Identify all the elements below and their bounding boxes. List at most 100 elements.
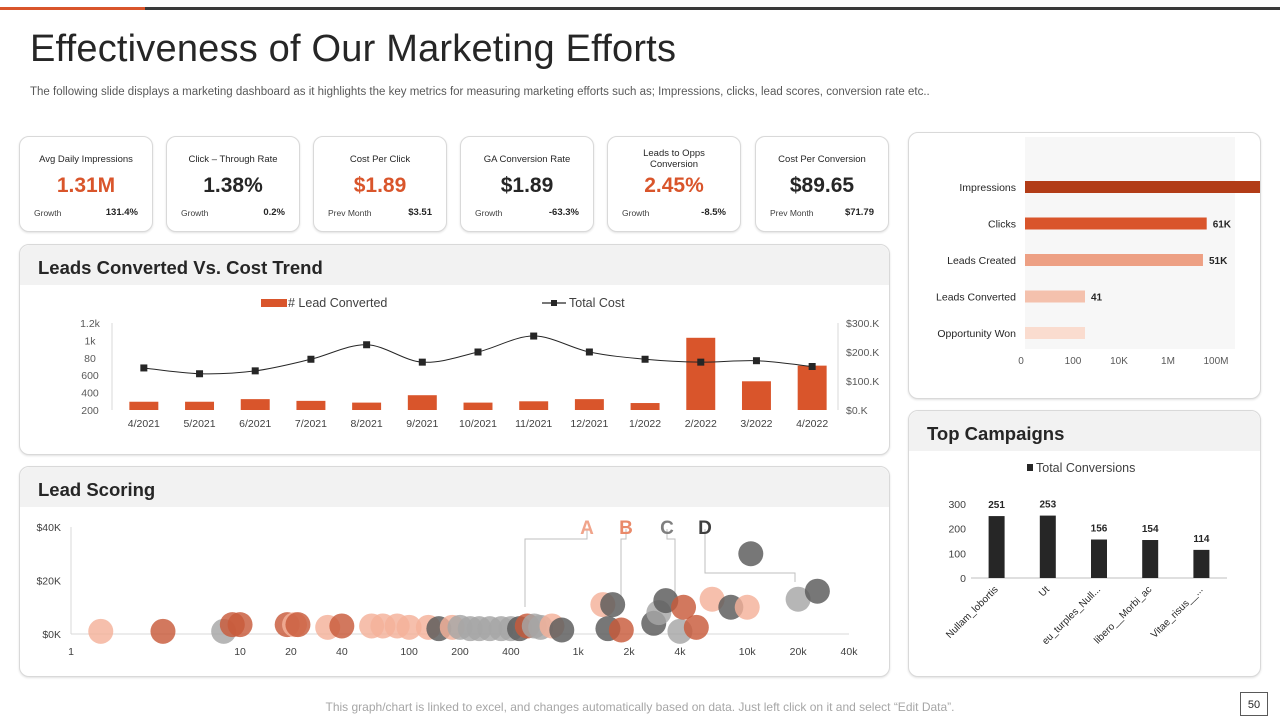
top-campaigns-panel: Top Campaigns Total Conversions 0 100 200 30… xyxy=(908,410,1261,677)
y-tick-label: 100 xyxy=(948,548,966,560)
scatter-x-tick-label: 10k xyxy=(739,646,757,658)
kpi-card-avg-daily-impressions[interactable]: Avg Daily Impressions 1.31M Growth 131.4… xyxy=(19,136,153,232)
funnel-x-tick-label: 10K xyxy=(1110,356,1128,367)
kpi-card-cost-per-conversion[interactable]: Cost Per Conversion $89.65 Prev Month $7… xyxy=(755,136,889,232)
kpi-sub-value: $3.51 xyxy=(408,207,432,218)
x-tick-label: 9/2021 xyxy=(406,418,438,430)
scatter-x-tick-label: 10 xyxy=(234,646,246,658)
scatter-x-tick-label: 2k xyxy=(624,646,636,658)
scatter-y-tick-label: $40K xyxy=(36,522,61,534)
scatter-x-tick-label: 1 xyxy=(68,646,74,658)
y-left-tick-label: 1.2k xyxy=(80,318,101,330)
kpi-label: GA Conversion Rate xyxy=(483,153,571,165)
marker-total-cost xyxy=(196,370,204,378)
plot-area-background xyxy=(1025,137,1235,349)
panel-title: Leads Converted Vs. Cost Trend xyxy=(38,257,323,278)
bar-lead-converted xyxy=(240,399,270,410)
legend-label-total-conversions: Total Conversions xyxy=(1036,461,1135,475)
scatter-point xyxy=(549,617,575,643)
kpi-card-ga-conversion-rate[interactable]: GA Conversion Rate $1.89 Growth -63.3% xyxy=(460,136,594,232)
funnel-bar xyxy=(1025,290,1085,303)
funnel-bar xyxy=(1025,217,1207,230)
kpi-sub-label: Growth xyxy=(181,208,209,218)
slide-subtitle: The following slide displays a marketing… xyxy=(30,86,930,98)
kpi-value: 1.38% xyxy=(203,174,263,197)
campaign-value-label: 156 xyxy=(1091,524,1108,535)
scatter-point xyxy=(285,612,311,638)
bar-lead-converted xyxy=(686,337,716,410)
panel-header: Leads Converted Vs. Cost Trend xyxy=(20,245,889,285)
legend-label-lead-converted: # Lead Converted xyxy=(288,296,387,310)
lead-scoring-chart: $0K $20K $40K 1 10 20 40 100 200 400 1k 2k 4k 10k 20k 4… xyxy=(36,518,858,658)
bar-lead-converted xyxy=(574,399,604,410)
scatter-point xyxy=(738,541,764,567)
campaign-bar xyxy=(1193,549,1210,578)
slide-title: Effectiveness of Our Marketing Efforts xyxy=(30,28,677,70)
campaign-category-label: Nullam_lobortis xyxy=(944,584,1001,641)
panel-header: Lead Scoring xyxy=(20,467,889,507)
y-right-tick-label: $300.K xyxy=(846,318,879,330)
kpi-card-click-through-rate[interactable]: Click – Through Rate 1.38% Growth 0.2% xyxy=(166,136,300,232)
y-tick-label: 0 xyxy=(960,573,966,585)
legend-swatch-lead-converted xyxy=(261,299,287,307)
channel-funnel-panel: Impressions39.1MClicks61KLeads Created51… xyxy=(908,132,1261,399)
kpi-sub-value: $71.79 xyxy=(844,207,874,218)
funnel-value-label: 51K xyxy=(1209,256,1228,267)
funnel-category-label: Leads Created xyxy=(947,255,1016,267)
legend-swatch-total-conversions xyxy=(1027,464,1033,471)
marker-total-cost xyxy=(530,332,538,340)
campaign-category-label: libero__Morbi_ac xyxy=(1092,584,1154,646)
x-tick-label: 5/2021 xyxy=(183,418,215,430)
scatter-point xyxy=(671,594,697,620)
campaign-category-label: Ut xyxy=(1037,584,1052,599)
x-tick-label: 11/2021 xyxy=(515,418,552,430)
funnel-x-tick-label: 100 xyxy=(1065,356,1082,367)
scatter-point xyxy=(88,618,114,644)
scatter-point xyxy=(699,586,725,612)
bar-lead-converted xyxy=(797,365,827,410)
kpi-sub-value: 0.2% xyxy=(263,207,285,218)
kpi-value: $1.89 xyxy=(353,174,407,197)
y-right-tick-label: $100.K xyxy=(846,376,879,388)
marker-total-cost xyxy=(140,364,148,372)
kpi-label: Click – Through Rate xyxy=(188,153,278,165)
campaign-value-label: 253 xyxy=(1039,500,1056,511)
kpi-card-leads-to-opps[interactable]: Leads to Opps Conversion 2.45% Growth -8… xyxy=(607,136,741,232)
channel-funnel-chart: Impressions39.1MClicks61KLeads Created51… xyxy=(936,137,1260,367)
top-divider xyxy=(0,7,1280,10)
panel-title: Top Campaigns xyxy=(927,423,1065,444)
bar-lead-converted xyxy=(741,381,771,410)
bar-lead-converted xyxy=(407,395,437,410)
scatter-point xyxy=(329,613,355,639)
footer-note: This graph/chart is linked to excel, and… xyxy=(325,700,955,714)
marker-total-cost xyxy=(418,358,426,366)
kpi-value: 1.31M xyxy=(56,174,116,197)
funnel-category-label: Opportunity Won xyxy=(937,328,1016,340)
marker-total-cost xyxy=(752,357,760,365)
leads-trend-panel: Leads Converted Vs. Cost Trend # Lead Co… xyxy=(19,244,890,455)
kpi-label: Leads to Opps Conversion xyxy=(643,148,705,170)
funnel-value-label: 41 xyxy=(1091,293,1103,304)
lead-scoring-panel: Lead Scoring $0K $20K $40K 1 10 20 40 100 200 400… xyxy=(19,466,890,677)
legend-label-total-cost: Total Cost xyxy=(569,296,625,310)
scatter-point xyxy=(600,592,626,618)
kpi-sub-label: Prev Month xyxy=(328,208,372,218)
kpi-value: $1.89 xyxy=(500,174,554,197)
y-left-tick-label: 80 xyxy=(84,353,96,365)
bar-lead-converted xyxy=(129,401,159,410)
x-tick-label: 12/2021 xyxy=(570,418,608,430)
top-campaigns-chart: Total Conversions 0 100 200 300 251 Nullam_lob… xyxy=(944,461,1227,647)
kpi-card-cost-per-click[interactable]: Cost Per Click $1.89 Prev Month $3.51 xyxy=(313,136,447,232)
funnel-x-tick-label: 100M xyxy=(1203,356,1228,367)
marker-total-cost xyxy=(307,355,315,363)
scatter-x-tick-label: 20 xyxy=(285,646,297,658)
kpi-sub-label: Growth xyxy=(34,208,62,218)
kpi-sub-label: Prev Month xyxy=(770,208,814,218)
scatter-point xyxy=(608,617,634,643)
y-right-tick-label: $0.K xyxy=(846,405,868,417)
y-left-tick-label: 600 xyxy=(81,370,99,382)
campaign-value-label: 251 xyxy=(988,500,1005,511)
scatter-point xyxy=(804,578,830,604)
grade-callout-line xyxy=(620,529,627,597)
y-tick-label: 200 xyxy=(948,524,966,536)
